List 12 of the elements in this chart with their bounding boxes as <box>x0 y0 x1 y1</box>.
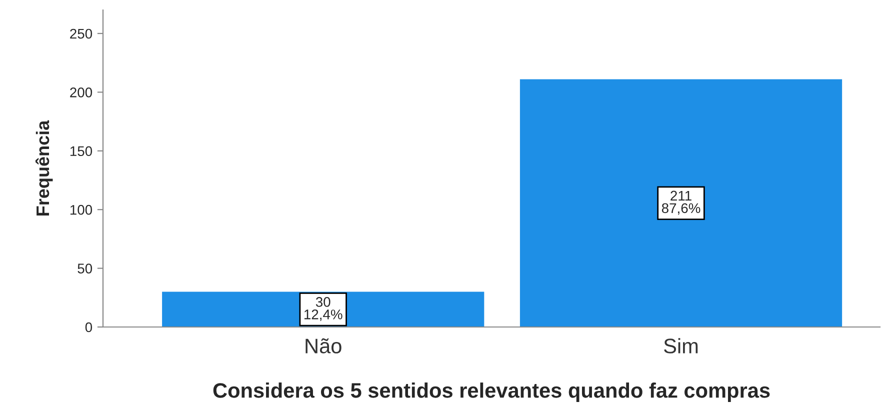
y-axis-title: Frequência <box>36 120 53 216</box>
y-tick-label: 50 <box>78 264 92 274</box>
y-tick-label: 150 <box>70 146 92 156</box>
y-tick-label: 250 <box>70 28 92 39</box>
y-tick-label: 200 <box>70 88 92 98</box>
x-tick-label: Sim <box>664 338 698 354</box>
x-axis-title: Considera os 5 sentidos relevantes quando faz compras <box>213 382 770 402</box>
x-tick-label: Não <box>306 338 342 354</box>
y-tick-label: 100 <box>70 204 92 215</box>
y-tick-label: 0 <box>85 322 92 332</box>
data-label: 211 87,6% <box>662 190 700 215</box>
data-label: 30 12,4% <box>304 297 342 321</box>
